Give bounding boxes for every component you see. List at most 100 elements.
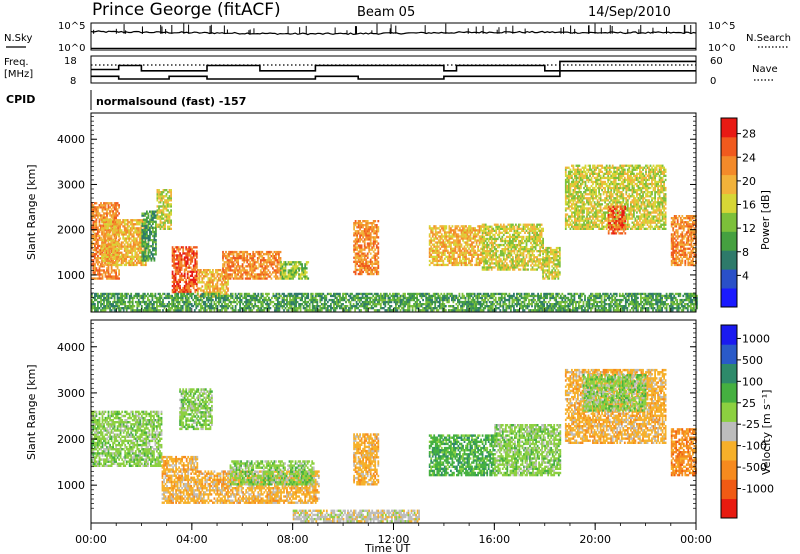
data-cell: [222, 257, 224, 260]
data-cell: [571, 197, 573, 200]
data-cell: [590, 221, 593, 224]
data-cell: [578, 221, 581, 224]
data-cell: [539, 246, 541, 249]
data-cell: [580, 223, 582, 226]
data-cell: [487, 225, 490, 228]
data-cell: [132, 243, 135, 246]
data-cell: [463, 235, 466, 238]
data-cell: [578, 219, 581, 222]
data-cell: [596, 205, 599, 208]
data-cell: [377, 260, 380, 263]
data-cell: [569, 176, 572, 180]
data-cell: [98, 244, 101, 248]
data-cell: [507, 246, 510, 249]
data-cell: [113, 253, 115, 256]
data-cell: [177, 250, 180, 253]
data-cell: [109, 273, 111, 276]
data-cell: [583, 205, 585, 208]
data-cell: [580, 219, 582, 222]
data-cell: [97, 277, 99, 280]
data-cell: [188, 266, 191, 269]
data-cell: [515, 231, 517, 234]
data-cell: [525, 248, 528, 251]
data-cell: [564, 186, 567, 190]
data-cell: [281, 269, 284, 272]
data-cell: [537, 260, 540, 263]
data-cell: [450, 227, 452, 230]
data-cell: [611, 164, 614, 167]
data-cell: [94, 220, 96, 223]
data-cell: [131, 261, 134, 265]
data-cell: [227, 281, 229, 284]
data-cell: [524, 225, 526, 228]
data-cell: [465, 261, 467, 265]
data-cell: [244, 257, 247, 260]
data-cell: [453, 239, 455, 242]
data-cell: [537, 264, 540, 267]
data-cell: [539, 250, 541, 253]
data-cell: [174, 272, 177, 275]
data-cell: [440, 253, 443, 256]
data-cell: [110, 229, 112, 232]
data-cell: [170, 223, 172, 226]
data-cell: [101, 249, 103, 252]
data-cell: [101, 231, 103, 234]
data-cell: [611, 199, 614, 202]
data-cell: [237, 271, 239, 274]
data-cell: [101, 210, 104, 213]
data-cell: [131, 225, 134, 228]
data-cell: [567, 199, 570, 202]
data-cell: [583, 221, 585, 224]
data-cell: [116, 231, 118, 234]
data-cell: [226, 273, 229, 276]
data-cell: [571, 193, 573, 196]
data-cell: [305, 275, 308, 278]
data-cell: [107, 212, 110, 215]
data-cell: [436, 243, 439, 246]
data-cell: [100, 246, 102, 250]
data-cell: [540, 223, 543, 226]
data-cell: [289, 275, 291, 278]
data-cell: [287, 261, 290, 264]
data-cell: [525, 229, 528, 232]
data-cell: [524, 264, 526, 267]
data-cell: [205, 275, 208, 278]
data-cell: [481, 241, 484, 245]
data-cell: [117, 225, 120, 228]
data-cell: [112, 275, 114, 278]
data-cell: [599, 211, 602, 214]
data-cell: [237, 255, 239, 258]
data-cell: [138, 257, 141, 260]
data-cell: [155, 251, 157, 254]
data-cell: [466, 231, 469, 234]
data-cell: [480, 237, 482, 240]
data-cell: [362, 230, 364, 233]
data-cell: [486, 260, 489, 263]
data-cell: [356, 254, 358, 257]
data-cell: [581, 174, 584, 177]
data-cell: [100, 216, 102, 219]
data-cell: [613, 174, 616, 177]
data-cell: [167, 225, 169, 228]
data-cell: [598, 186, 600, 190]
data-cell: [298, 263, 300, 266]
data-cell: [492, 266, 495, 269]
data-cell: [451, 233, 454, 236]
data-cell: [134, 237, 137, 240]
data-cell: [171, 280, 174, 284]
data-cell: [138, 247, 141, 250]
data-cell: [204, 285, 207, 288]
data-cell: [431, 231, 434, 234]
data-cell: [202, 271, 205, 274]
data-cell: [237, 269, 239, 272]
data-cell: [209, 271, 211, 274]
data-cell: [111, 259, 114, 263]
data-cell: [605, 203, 608, 206]
data-cell: [366, 220, 369, 223]
data-cell: [104, 255, 107, 258]
data-cell: [587, 197, 590, 200]
data-cell: [619, 176, 622, 180]
data-cell: [428, 247, 431, 250]
data-cell: [173, 274, 175, 277]
data-cell: [484, 262, 487, 265]
